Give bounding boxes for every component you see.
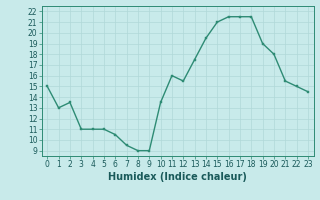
X-axis label: Humidex (Indice chaleur): Humidex (Indice chaleur) <box>108 172 247 182</box>
